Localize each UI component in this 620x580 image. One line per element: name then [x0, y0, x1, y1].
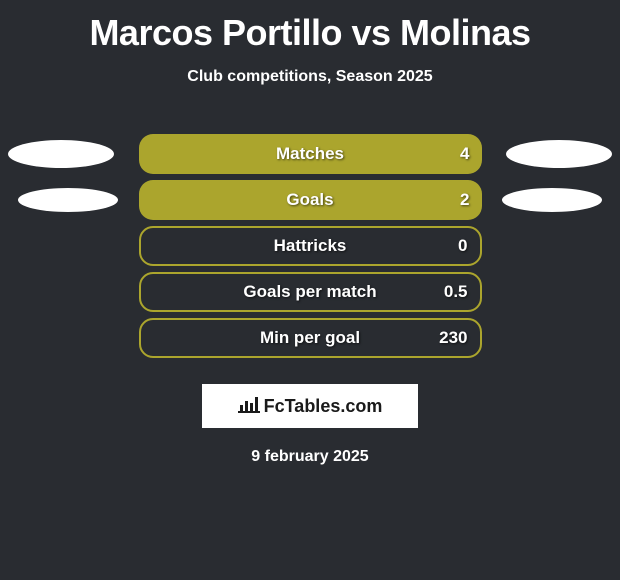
stat-value: 0.5: [444, 282, 468, 302]
stat-row-min-per-goal: Min per goal 230: [0, 318, 620, 358]
page-title: Marcos Portillo vs Molinas: [0, 12, 620, 54]
ellipse-left: [8, 140, 114, 168]
subtitle: Club competitions, Season 2025: [0, 68, 620, 86]
logo-content: FcTables.com: [238, 395, 383, 418]
stat-value: 230: [439, 328, 467, 348]
stat-row-matches: Matches 4: [0, 134, 620, 174]
ellipse-left: [18, 188, 118, 212]
logo-box: FcTables.com: [202, 384, 418, 428]
stat-label: Goals: [286, 190, 333, 210]
stat-row-hattricks: Hattricks 0: [0, 226, 620, 266]
bar-chart-icon: [238, 395, 260, 418]
stat-label: Min per goal: [260, 328, 360, 348]
ellipse-right: [506, 140, 612, 168]
stat-pill: Goals 2: [139, 180, 482, 220]
footer-date: 9 february 2025: [0, 448, 620, 466]
stat-pill: Goals per match 0.5: [139, 272, 482, 312]
stat-row-goals: Goals 2: [0, 180, 620, 220]
stat-value: 0: [458, 236, 467, 256]
stat-value: 2: [460, 190, 469, 210]
stat-pill: Hattricks 0: [139, 226, 482, 266]
stat-value: 4: [460, 144, 469, 164]
ellipse-right: [502, 188, 602, 212]
stat-label: Hattricks: [274, 236, 347, 256]
stat-row-goals-per-match: Goals per match 0.5: [0, 272, 620, 312]
stat-label: Matches: [276, 144, 344, 164]
logo-text: FcTables.com: [264, 396, 383, 417]
stat-pill: Min per goal 230: [139, 318, 482, 358]
stats-section: Matches 4 Goals 2 Hattricks 0 Goals per …: [0, 134, 620, 358]
infographic-container: Marcos Portillo vs Molinas Club competit…: [0, 0, 620, 476]
stat-label: Goals per match: [243, 282, 376, 302]
stat-pill: Matches 4: [139, 134, 482, 174]
